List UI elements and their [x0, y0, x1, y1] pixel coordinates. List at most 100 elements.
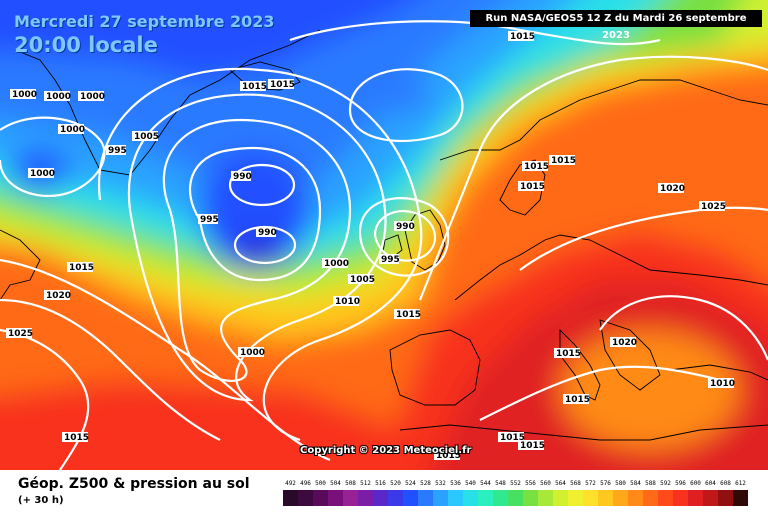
legend-tick-label: 564 [555, 480, 566, 487]
legend-tick-label: 604 [705, 480, 716, 487]
legend-swatch [688, 490, 703, 506]
legend-tick-label: 520 [390, 480, 401, 487]
europe-coast [454, 234, 768, 301]
isobar-label: 1000 [324, 259, 349, 269]
forecast-local-time: 20:00 locale [14, 33, 158, 57]
legend-swatch [343, 490, 358, 506]
legend-swatch [643, 490, 658, 506]
forecast-lead: (+ 30 h) [18, 495, 64, 506]
isobar-iceland-low [348, 68, 464, 143]
legend-swatch [388, 490, 403, 506]
isobar-greenland [0, 116, 106, 198]
legend-swatch [718, 490, 733, 506]
isobar-1000 [162, 118, 352, 382]
color-scale-legend: 492 496 500 504 508 512 516 520 524 528 532 536 540 5… [283, 480, 753, 508]
isobar-label: 1015 [242, 82, 267, 92]
legend-tick-label: 576 [600, 480, 611, 487]
legend-swatch [568, 490, 583, 506]
isobar-label: 1015 [500, 433, 525, 443]
isobar-label: 995 [200, 215, 219, 225]
legend-swatch [673, 490, 688, 506]
iberia [389, 329, 481, 406]
forecast-date: Mercredi 27 septembre 2023 [14, 12, 275, 31]
legend-swatch [553, 490, 568, 506]
legend-swatch [403, 490, 418, 506]
legend-tick-label: 580 [615, 480, 626, 487]
legend-swatch [658, 490, 673, 506]
isobar-label: 995 [108, 146, 127, 156]
legend-tick-label: 548 [495, 480, 506, 487]
legend-swatch [298, 490, 313, 506]
legend-tick-label: 612 [735, 480, 746, 487]
turkey [669, 364, 768, 381]
isobar-label: 995 [381, 255, 400, 265]
legend-tick-label: 560 [540, 480, 551, 487]
isobar-med [479, 365, 721, 421]
legend-swatch [538, 490, 553, 506]
legend-tick-label: 492 [285, 480, 296, 487]
isobar-label: 1010 [335, 297, 360, 307]
isobar-label: 1000 [80, 92, 105, 102]
isobar-1015-a [0, 258, 331, 462]
legend-swatch [358, 490, 373, 506]
isobar-995 [188, 147, 322, 282]
isobar-label: 1000 [240, 348, 265, 358]
isobar-label: 990 [233, 172, 252, 182]
scandinavia-coast [439, 79, 768, 161]
legend-tick-label: 496 [300, 480, 311, 487]
isobar-label: 1000 [12, 90, 37, 100]
map-canvas: 1000 1000 1000 1000 1000 995 1005 1015 1… [0, 0, 768, 470]
isobar-east-1 [519, 206, 768, 271]
legend-tick-label: 608 [720, 480, 731, 487]
legend-tick-label: 568 [570, 480, 581, 487]
isobar-990-north [228, 163, 296, 207]
isobar-1020 [0, 298, 221, 441]
isobar-label: 990 [396, 222, 415, 232]
isobar-label: 990 [258, 228, 277, 238]
isobar-label: 1015 [64, 433, 89, 443]
legend-swatch [433, 490, 448, 506]
isobar-label: 1020 [660, 184, 685, 194]
legend-swatch [448, 490, 463, 506]
legend-swatch [703, 490, 718, 506]
legend-tick-label: 572 [585, 480, 596, 487]
greenland-coast [14, 29, 321, 176]
legend-tick-label: 532 [435, 480, 446, 487]
legend-tick-label: 508 [345, 480, 356, 487]
isobar-label: 1005 [350, 275, 375, 285]
legend-swatch [598, 490, 613, 506]
isobar-label: 1015 [436, 451, 461, 461]
isobar-label: 1025 [701, 202, 726, 212]
legend-swatch [613, 490, 628, 506]
legend-tick-label: 512 [360, 480, 371, 487]
isobar-label: 1015 [565, 395, 590, 405]
isobar-label: 1025 [8, 329, 33, 339]
isobar-label: 1000 [30, 169, 55, 179]
isobar-labels: 1000 1000 1000 1000 1000 995 1005 1015 1… [6, 31, 735, 461]
isobar-uk-low-2 [358, 197, 450, 277]
norway-coast [499, 159, 546, 216]
legend-swatch [463, 490, 478, 506]
isobar-label: 1015 [270, 80, 295, 90]
isobar-east-2 [599, 295, 768, 361]
north-africa [399, 424, 768, 441]
isobar-label: 1015 [69, 263, 94, 273]
legend-swatch [328, 490, 343, 506]
legend-swatch [583, 490, 598, 506]
legend-tick-label: 588 [645, 480, 656, 487]
legend-swatch [508, 490, 523, 506]
isobar-label: 1015 [524, 162, 549, 172]
isobar-label: 1015 [520, 182, 545, 192]
legend-tick-label: 504 [330, 480, 341, 487]
legend-tick-label: 540 [465, 480, 476, 487]
isobar-north [289, 20, 661, 46]
legend-tick-label: 516 [375, 480, 386, 487]
legend-swatch [523, 490, 538, 506]
isobar-1015-b [418, 55, 768, 301]
isobar-1010 [97, 67, 423, 442]
legend-swatch [283, 490, 298, 506]
legend-tick-label: 584 [630, 480, 641, 487]
isobars [0, 20, 768, 470]
isobar-label: 1000 [60, 125, 85, 135]
isobar-label: 1015 [396, 310, 421, 320]
